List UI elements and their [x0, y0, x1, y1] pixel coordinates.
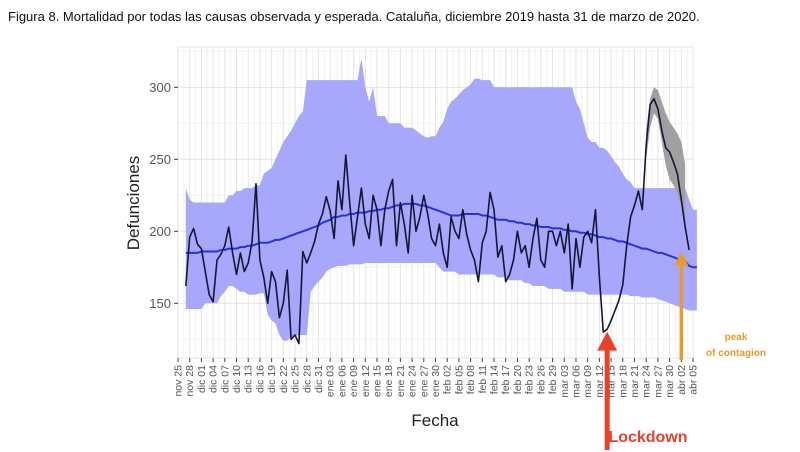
x-tick-label: abr 02 — [676, 365, 688, 395]
x-tick-label: feb 17 — [500, 365, 512, 394]
peak-label-line1: peak — [725, 332, 748, 343]
x-tick-label: mar 06 — [571, 365, 583, 398]
annotations: peak of contagion Lockdown — [597, 251, 766, 450]
x-tick-label: dic 16 — [254, 365, 266, 393]
lockdown-arrow-head — [597, 331, 618, 351]
x-tick-label: nov 28 — [184, 365, 196, 397]
x-tick-label: mar 27 — [652, 365, 664, 398]
x-axis: nov 25 nov 28 dic 01 dic 04 dic 07 dic 10 dic … — [173, 358, 700, 398]
x-tick-label: feb 08 — [465, 365, 477, 394]
y-tick-label: 250 — [149, 152, 171, 167]
x-tick-label: feb 29 — [547, 365, 559, 394]
x-tick-label: dic 04 — [208, 365, 220, 393]
x-tick-label: dic 01 — [196, 365, 208, 393]
x-tick-label: nov 25 — [173, 365, 185, 397]
x-tick-label: mar 12 — [594, 365, 606, 398]
x-tick-label: ene 30 — [430, 365, 442, 397]
x-tick-label: dic 25 — [290, 365, 302, 393]
peak-label-line2: of contagion — [706, 348, 766, 359]
x-tick-label: dic 10 — [231, 365, 243, 393]
x-tick-label: feb 02 — [442, 365, 454, 394]
x-tick-label: feb 20 — [512, 365, 524, 394]
lockdown-label: Lockdown — [608, 429, 687, 446]
observed-line — [185, 98, 690, 345]
expected-range-band — [185, 58, 697, 341]
peak-arrow-head — [674, 251, 689, 266]
x-tick-label: ene 27 — [418, 365, 430, 397]
expected-line — [185, 202, 697, 269]
x-tick-label: ene 24 — [407, 365, 419, 397]
x-tick-label: feb 23 — [524, 365, 536, 394]
x-tick-label: dic 22 — [278, 365, 290, 393]
x-tick-label: mar 24 — [641, 365, 653, 398]
x-tick-label: mar 09 — [582, 365, 594, 398]
x-tick-label: ene 03 — [325, 365, 337, 397]
x-axis-title: Fecha — [411, 411, 459, 430]
x-tick-label: dic 31 — [313, 365, 325, 393]
y-axis-title: Defunciones — [124, 156, 143, 251]
x-tick-label: feb 14 — [489, 365, 501, 394]
x-tick-label: dic 28 — [301, 365, 313, 393]
x-tick-label: dic 19 — [266, 365, 278, 393]
x-tick-label: ene 06 — [336, 365, 348, 397]
y-tick-label: 200 — [149, 224, 171, 239]
x-tick-label: feb 05 — [453, 365, 465, 394]
x-tick-label: feb 26 — [535, 365, 547, 394]
x-tick-label: mar 30 — [664, 365, 676, 398]
y-tick-label: 300 — [149, 80, 171, 95]
x-tick-label: ene 09 — [348, 365, 360, 397]
x-tick-label: ene 18 — [383, 365, 395, 397]
y-axis: 150 200 250 300 — [149, 80, 178, 311]
figure-caption: Figura 8. Mortalidad por todas las causa… — [8, 9, 700, 24]
x-tick-label: mar 03 — [559, 365, 571, 398]
x-tick-label: ene 12 — [360, 365, 372, 397]
x-tick-label: ene 21 — [395, 365, 407, 397]
x-tick-label: ene 15 — [372, 365, 384, 397]
x-tick-label: mar 18 — [617, 365, 629, 398]
x-tick-label: dic 13 — [243, 365, 255, 393]
forecast-band — [646, 87, 686, 235]
x-tick-label: feb 11 — [477, 365, 489, 394]
y-tick-label: 150 — [149, 296, 171, 311]
x-tick-label: abr 05 — [688, 365, 700, 395]
x-tick-label: mar 21 — [629, 365, 641, 398]
x-tick-label: dic 07 — [219, 365, 231, 393]
